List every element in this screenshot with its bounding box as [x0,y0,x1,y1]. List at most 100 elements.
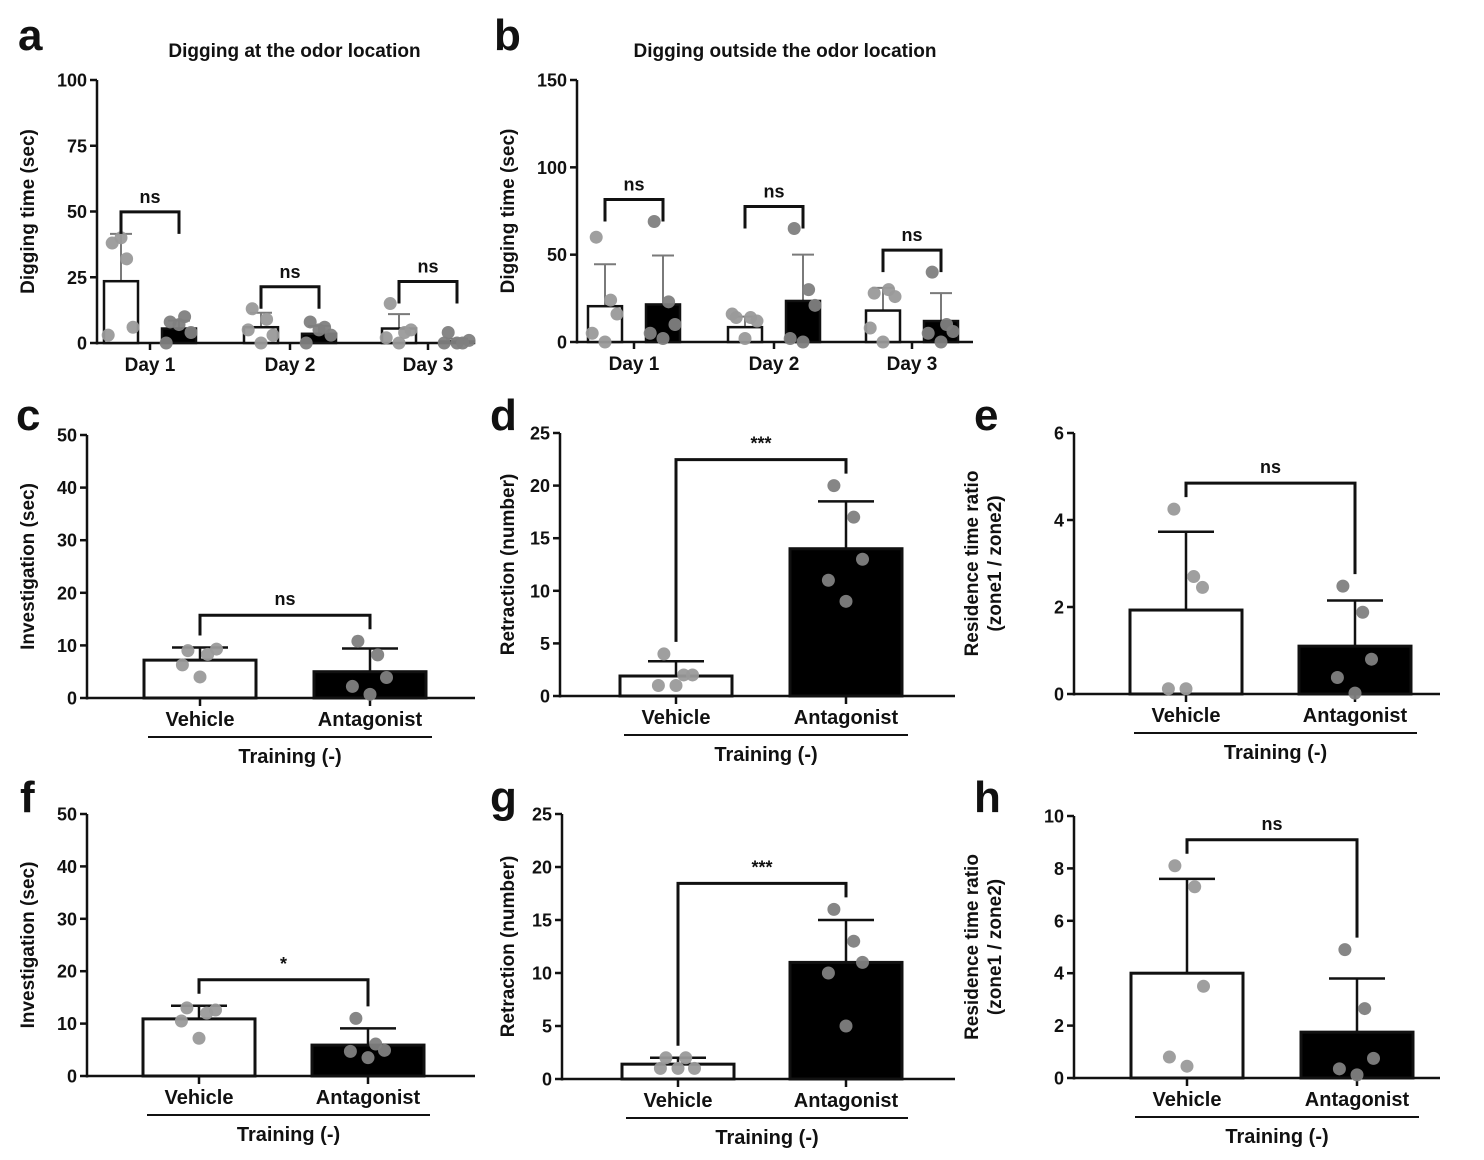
data-point [441,325,455,339]
y-tick-label: 50 [57,426,77,446]
bar-antagonist [788,547,904,698]
bar-vehicle [141,1017,257,1078]
significance-bracket [198,613,372,636]
x-tick-label: Antagonist [316,1087,421,1109]
data-point [669,678,683,692]
data-point [312,323,326,337]
data-point [299,336,313,350]
group-label: Training (-) [1225,1126,1328,1148]
x-tick-label: Day 1 [609,354,660,375]
x-tick-label: Day 2 [749,354,800,375]
data-point [925,265,939,279]
group-label: Training (-) [715,1127,818,1149]
chart-f: 0 10 20 30 40 50 Investigation (sec) Vehicle Ant… [18,805,475,1146]
significance-label: *** [750,434,771,454]
data-point [1167,502,1181,516]
y-axis-label: Digging time (sec) [18,129,39,294]
chart-title: Digging at the odor location [168,41,420,62]
data-point [1187,570,1201,584]
data-point [437,336,451,350]
y-tick-label: 0 [540,687,550,707]
data-point [686,668,699,682]
data-point [604,293,618,307]
panel-e: e 0 2 4 6 Residence time ratio (zone1 / zone2)… [960,390,1460,780]
data-point [738,332,752,346]
data-point [324,328,338,342]
y-tick-label: 10 [1044,807,1064,827]
y-axis-label: Residence time ratio (zone1 / zone2) [962,854,1006,1040]
data-point [585,326,599,340]
significance-bracket [1185,838,1359,938]
data-point [679,1051,693,1065]
data-point [802,283,816,297]
significance-label: ns [279,262,300,282]
data-point [349,1011,363,1025]
x-tick-label: Antagonist [1303,705,1408,727]
data-point [181,644,195,658]
data-point [1338,943,1352,957]
bar-antagonist [1297,644,1413,696]
chart-a: Digging at the odor location 0 25 50 75 100 Di… [18,41,476,376]
significance-bracket [197,978,370,1007]
data-point [1168,859,1182,873]
chart-title: Digging outside the odor location [634,41,937,62]
y-tick-label: 20 [57,962,77,982]
y-tick-label: 10 [530,581,550,601]
significance-label: * [280,954,287,974]
y-tick-label: 150 [537,71,567,91]
data-point [671,1061,685,1075]
x-tick-label: Day 3 [403,355,454,376]
y-tick-label: 10 [57,1014,77,1034]
data-point [589,230,603,244]
data-point [1365,652,1378,666]
significance-bracket [397,280,459,304]
data-point [254,336,268,350]
data-point [1197,979,1210,993]
y-tick-label: 4 [1054,511,1064,531]
x-tick-label: Vehicle [1153,1089,1222,1111]
bar-vehicle [1128,608,1244,696]
y-tick-label: 8 [1054,859,1064,879]
data-point [192,1031,206,1045]
data-point [343,1044,357,1058]
data-point [172,318,186,332]
data-point [193,670,207,684]
y-tick-label: 6 [1054,911,1064,931]
data-point [662,295,676,309]
significance-label: ns [417,257,438,277]
data-point [783,332,797,346]
data-point [827,479,841,493]
data-point [643,326,657,340]
significance-label: ns [763,181,784,201]
y-axis-label: Residence time ratio (zone1 / zone2) [962,471,1006,657]
x-tick-label: Vehicle [166,709,235,731]
data-point [1180,1059,1194,1073]
chart-d: 0 5 10 15 20 25 Retraction (number) Vehicle Anta… [498,424,955,766]
data-point [383,297,397,311]
significance-bracket [1184,481,1357,575]
y-tick-label: 25 [67,268,87,288]
data-point [651,678,665,692]
significance-bracket [603,197,665,222]
data-point [101,328,115,342]
panel-d: d 0 5 10 15 20 25 Retraction (number) Vehicle Ant… [480,390,960,780]
y-tick-label: 0 [1054,685,1064,705]
panel-letter: f [20,773,35,822]
panel-c: c 0 10 20 30 40 50 Investigation (sec) Vehicle An… [0,390,480,780]
y-tick-label: 100 [537,158,567,178]
panel-f: f 0 10 20 30 40 50 Investigation (sec) Vehicle An… [0,770,480,1160]
chart-e: 0 2 4 6 Residence time ratio (zone1 / zone2) V… [962,424,1440,764]
x-tick-label: Antagonist [1305,1089,1410,1111]
significance-label: ns [274,589,295,609]
y-tick-label: 25 [530,424,550,444]
significance-label: ns [901,225,922,245]
y-tick-label: 15 [532,911,552,931]
x-tick-label: Vehicle [644,1090,713,1112]
y-tick-label: 4 [1054,964,1064,984]
y-axis-label: Retraction (number) [498,856,519,1038]
group-label: Training (-) [237,1124,340,1146]
y-tick-label: 0 [77,334,87,354]
data-point [1330,670,1344,684]
data-point [668,318,682,332]
data-point [1162,1050,1176,1064]
